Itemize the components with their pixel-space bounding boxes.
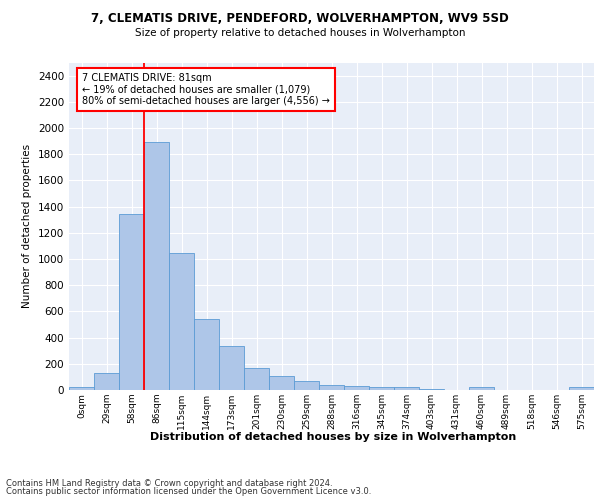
Bar xyxy=(94,373,119,390)
Bar xyxy=(419,388,444,390)
Text: Contains HM Land Registry data © Crown copyright and database right 2024.: Contains HM Land Registry data © Crown c… xyxy=(6,478,332,488)
Bar xyxy=(69,388,94,390)
Bar xyxy=(394,388,419,390)
Bar xyxy=(269,376,294,390)
Bar xyxy=(194,318,219,390)
Bar xyxy=(369,386,394,390)
Bar xyxy=(469,388,494,390)
Bar xyxy=(319,385,344,390)
Bar xyxy=(344,386,369,390)
Text: 7 CLEMATIS DRIVE: 81sqm
← 19% of detached houses are smaller (1,079)
80% of semi: 7 CLEMATIS DRIVE: 81sqm ← 19% of detache… xyxy=(82,73,330,106)
Bar xyxy=(169,253,194,390)
Bar xyxy=(119,214,144,390)
Bar xyxy=(244,368,269,390)
Bar xyxy=(294,382,319,390)
Text: Contains public sector information licensed under the Open Government Licence v3: Contains public sector information licen… xyxy=(6,487,371,496)
Y-axis label: Number of detached properties: Number of detached properties xyxy=(22,144,32,308)
Bar xyxy=(569,388,594,390)
Text: 7, CLEMATIS DRIVE, PENDEFORD, WOLVERHAMPTON, WV9 5SD: 7, CLEMATIS DRIVE, PENDEFORD, WOLVERHAMP… xyxy=(91,12,509,26)
Text: Distribution of detached houses by size in Wolverhampton: Distribution of detached houses by size … xyxy=(150,432,516,442)
Bar xyxy=(144,142,169,390)
Text: Size of property relative to detached houses in Wolverhampton: Size of property relative to detached ho… xyxy=(135,28,465,38)
Bar xyxy=(219,346,244,390)
